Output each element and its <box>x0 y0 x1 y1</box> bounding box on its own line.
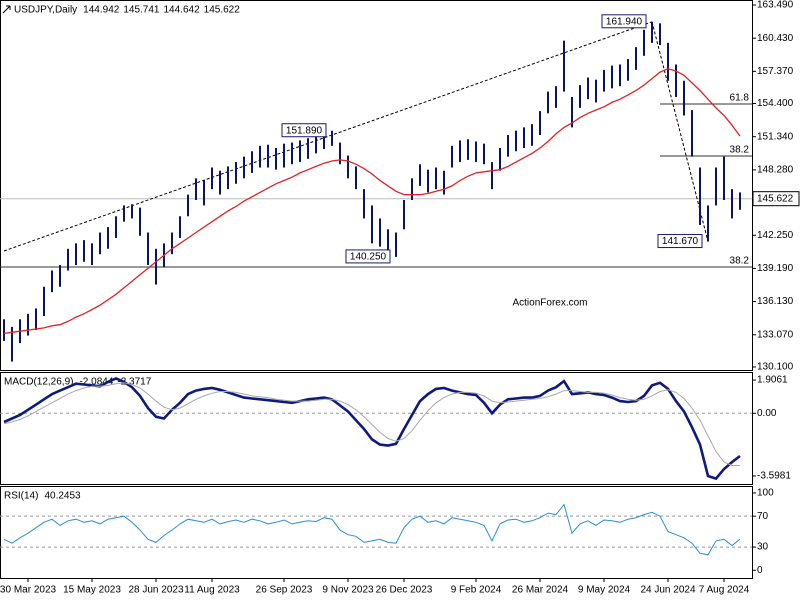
x-tick-label: 9 May 2024 <box>578 585 631 596</box>
y-tick-label: 130.100 <box>757 362 794 373</box>
y-tick-label: 133.070 <box>757 329 794 340</box>
x-tick-label: 24 Jun 2024 <box>640 585 695 596</box>
series-line <box>3 503 741 556</box>
y-tick-label: 142.250 <box>757 230 794 241</box>
annotation-box <box>601 14 647 29</box>
annotation-label: 151.890 <box>286 125 323 136</box>
x-tick-label: 9 Nov 2023 <box>322 585 374 596</box>
trendline <box>3 21 653 252</box>
x-tick-label: 7 Aug 2024 <box>699 585 750 596</box>
y-tick-label: -3.5981 <box>757 471 791 482</box>
fib-label: 61.8 <box>730 93 750 104</box>
y-tick-label: 148.280 <box>757 165 794 176</box>
annotation-box <box>345 249 391 264</box>
x-tick-label: 30 Mar 2023 <box>0 585 57 596</box>
panel-frame <box>0 486 753 579</box>
header-value: 144.642 <box>163 5 200 16</box>
panel-title: RSI(14) <box>4 491 38 502</box>
y-tick-label: 30 <box>757 542 769 553</box>
y-tick-label: 136.130 <box>757 296 794 307</box>
watermark: ActionForex.com <box>512 298 587 309</box>
fib-label: 38.2 <box>730 256 750 267</box>
series-line <box>3 382 740 466</box>
y-tick-label: 0 <box>757 565 763 576</box>
panel-title: USDJPY,Daily <box>14 5 77 16</box>
symbol-icon <box>2 5 11 14</box>
panel-title: MACD(12,26,9) <box>4 377 73 388</box>
x-tick-label: 9 Feb 2024 <box>451 585 502 596</box>
y-tick-label: 160.430 <box>757 33 794 44</box>
annotation-label: 141.670 <box>662 236 699 247</box>
y-tick-label: 1.9061 <box>757 375 788 386</box>
y-tick-label: 100 <box>757 488 774 499</box>
header-value: 145.622 <box>204 5 241 16</box>
panel-frame <box>0 372 753 485</box>
series-line <box>3 376 741 481</box>
header-value: 145.741 <box>123 5 160 16</box>
x-tick-label: 26 Sep 2023 <box>256 585 313 596</box>
x-tick-label: 26 Mar 2024 <box>512 585 569 596</box>
fib-label: 38.2 <box>730 145 750 156</box>
x-tick-label: 28 Jun 2023 <box>128 585 183 596</box>
x-tick-label: 15 May 2023 <box>63 585 121 596</box>
header-value: 144.942 <box>83 5 120 16</box>
header-value: -2.0844 <box>79 377 113 388</box>
price-box <box>752 191 800 207</box>
annotation-box <box>657 234 703 249</box>
annotation-label: 140.250 <box>350 252 387 263</box>
price-box-label: 145.622 <box>757 193 794 204</box>
annotation-box <box>281 123 327 138</box>
header-value: 40.2453 <box>44 491 81 502</box>
annotation-label: 161.940 <box>606 16 643 27</box>
y-tick-label: 154.400 <box>757 98 794 109</box>
y-tick-label: 151.340 <box>757 131 794 142</box>
panel-frame <box>0 0 753 371</box>
y-tick-label: 163.490 <box>757 0 794 11</box>
x-tick-label: 26 Dec 2023 <box>376 585 433 596</box>
y-tick-label: 70 <box>757 511 769 522</box>
series-line <box>3 68 741 335</box>
header-value: -2.3717 <box>117 377 151 388</box>
x-tick-label: 11 Aug 2023 <box>184 585 240 596</box>
y-tick-label: 139.190 <box>757 263 794 274</box>
y-tick-label: 0.00 <box>757 408 777 419</box>
trendline <box>651 21 709 242</box>
y-tick-label: 157.370 <box>757 66 794 77</box>
